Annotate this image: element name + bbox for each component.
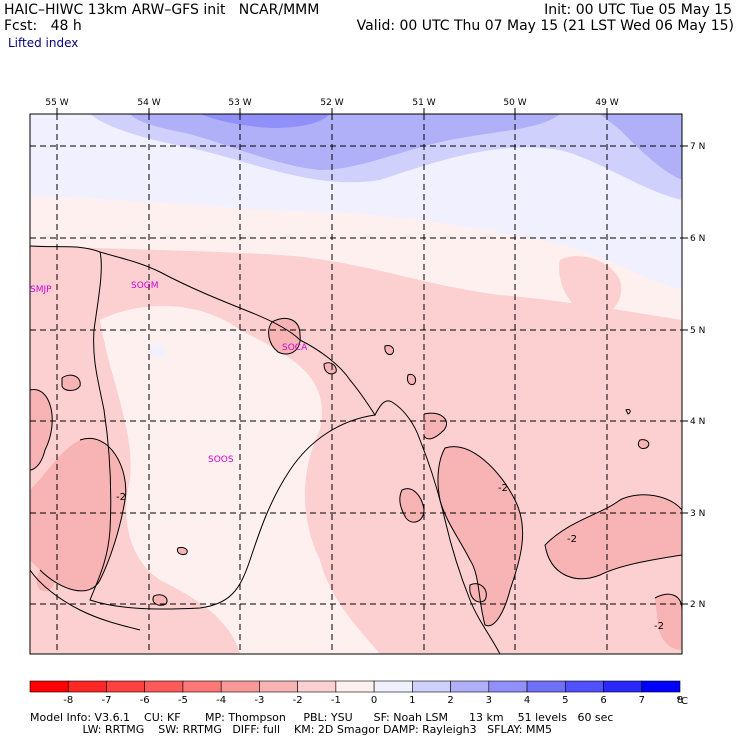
colorbar-tick-label: -5 [178, 695, 188, 706]
map-frame [29, 113, 683, 655]
colorbar: -8 -7 -6 -5 -4 -3 -2 -1 0 1 2 3 4 5 6 7 8 [29, 680, 683, 706]
lat-label-4n: 4 N [690, 417, 705, 427]
colorbar-swatch [259, 680, 298, 693]
colorbar-swatch [488, 680, 528, 693]
colorbar-tick-label: -1 [331, 695, 341, 706]
lat-label-6n: 6 N [690, 234, 705, 244]
contour-label: -2 [654, 621, 664, 632]
axis-ticks [56, 108, 688, 605]
colorbar-swatch [603, 680, 643, 693]
colorbar-tick-label: 1 [409, 695, 415, 706]
lifted-index-field [30, 114, 682, 654]
colorbar-swatch [67, 680, 107, 693]
colorbar-swatch [182, 680, 222, 693]
colorbar-swatch [29, 680, 69, 693]
forecast-hour: Fcst: 48 h [4, 18, 82, 34]
colorbar-swatch [297, 680, 337, 693]
colorbar-swatch [220, 680, 260, 693]
colorbar-tick-label: -4 [216, 695, 226, 706]
contour-label: -2 [567, 534, 577, 545]
colorbar-swatch [450, 680, 490, 693]
colorbar-tick-label: -6 [140, 695, 150, 706]
colorbar-swatch [564, 680, 604, 693]
lon-label-50w: 50 W [503, 98, 526, 108]
contour-label: -2 [498, 483, 508, 494]
colorbar-tick-label: 8 [677, 695, 683, 706]
colorbar-swatch [641, 680, 681, 693]
colorbar-tick-label: 5 [562, 695, 568, 706]
lat-lon-grid [30, 114, 682, 654]
contour-label: -2 [116, 492, 126, 503]
colorbar-tick-label: 4 [524, 695, 530, 706]
colorbar-tick-label: 0 [371, 695, 377, 706]
colorbar-swatch [373, 680, 413, 693]
footer-physics-info: LW: RRTMG SW: RRTMG DIFF: full KM: 2D Sm… [30, 723, 552, 736]
lon-label-54w: 54 W [137, 98, 160, 108]
colorbar-swatch [526, 680, 566, 693]
station-sogm: SOGM [131, 281, 159, 291]
field-name: Lifted index [8, 36, 79, 50]
colorbar-swatch [412, 680, 451, 693]
init-time: Init: 00 UTC Tue 05 May 15 [544, 2, 732, 18]
colorbar-tick-label: 7 [639, 695, 645, 706]
lat-label-3n: 3 N [690, 509, 705, 519]
colorbar-tick-label: -2 [293, 695, 303, 706]
footer-model-info: Model Info: V3.6.1 CU: KF MP: Thompson P… [30, 711, 614, 724]
colorbar-tick-label: -3 [254, 695, 264, 706]
colorbar-tick-label: 6 [600, 695, 606, 706]
station-soca: SOCA [282, 343, 308, 353]
coastlines-and-borders [30, 245, 501, 654]
valid-time: Valid: 00 UTC Thu 07 May 15 (21 LST Wed … [356, 18, 734, 34]
colorbar-swatch [106, 680, 146, 693]
lon-label-55w: 55 W [45, 98, 68, 108]
lat-label-7n: 7 N [690, 142, 705, 152]
lon-label-49w: 49 W [595, 98, 618, 108]
lon-label-53w: 53 W [228, 98, 251, 108]
colorbar-tick-label: 3 [486, 695, 492, 706]
lat-label-5n: 5 N [690, 326, 705, 336]
colorbar-swatch [335, 680, 375, 693]
colorbar-swatch [144, 680, 184, 693]
lon-label-52w: 52 W [320, 98, 343, 108]
station-smjp: SMJP [30, 285, 52, 295]
colorbar-tick-label: 2 [447, 695, 453, 706]
station-soos: SOOS [208, 455, 234, 465]
colorbar-unit: °C [676, 696, 688, 707]
model-title: HAIC–HIWC 13km ARW–GFS init NCAR/MMM [4, 2, 320, 18]
lat-label-2n: 2 N [690, 600, 705, 610]
lon-label-51w: 51 W [412, 98, 435, 108]
colorbar-tick-label: -7 [101, 695, 111, 706]
colorbar-tick-label: -8 [63, 695, 73, 706]
